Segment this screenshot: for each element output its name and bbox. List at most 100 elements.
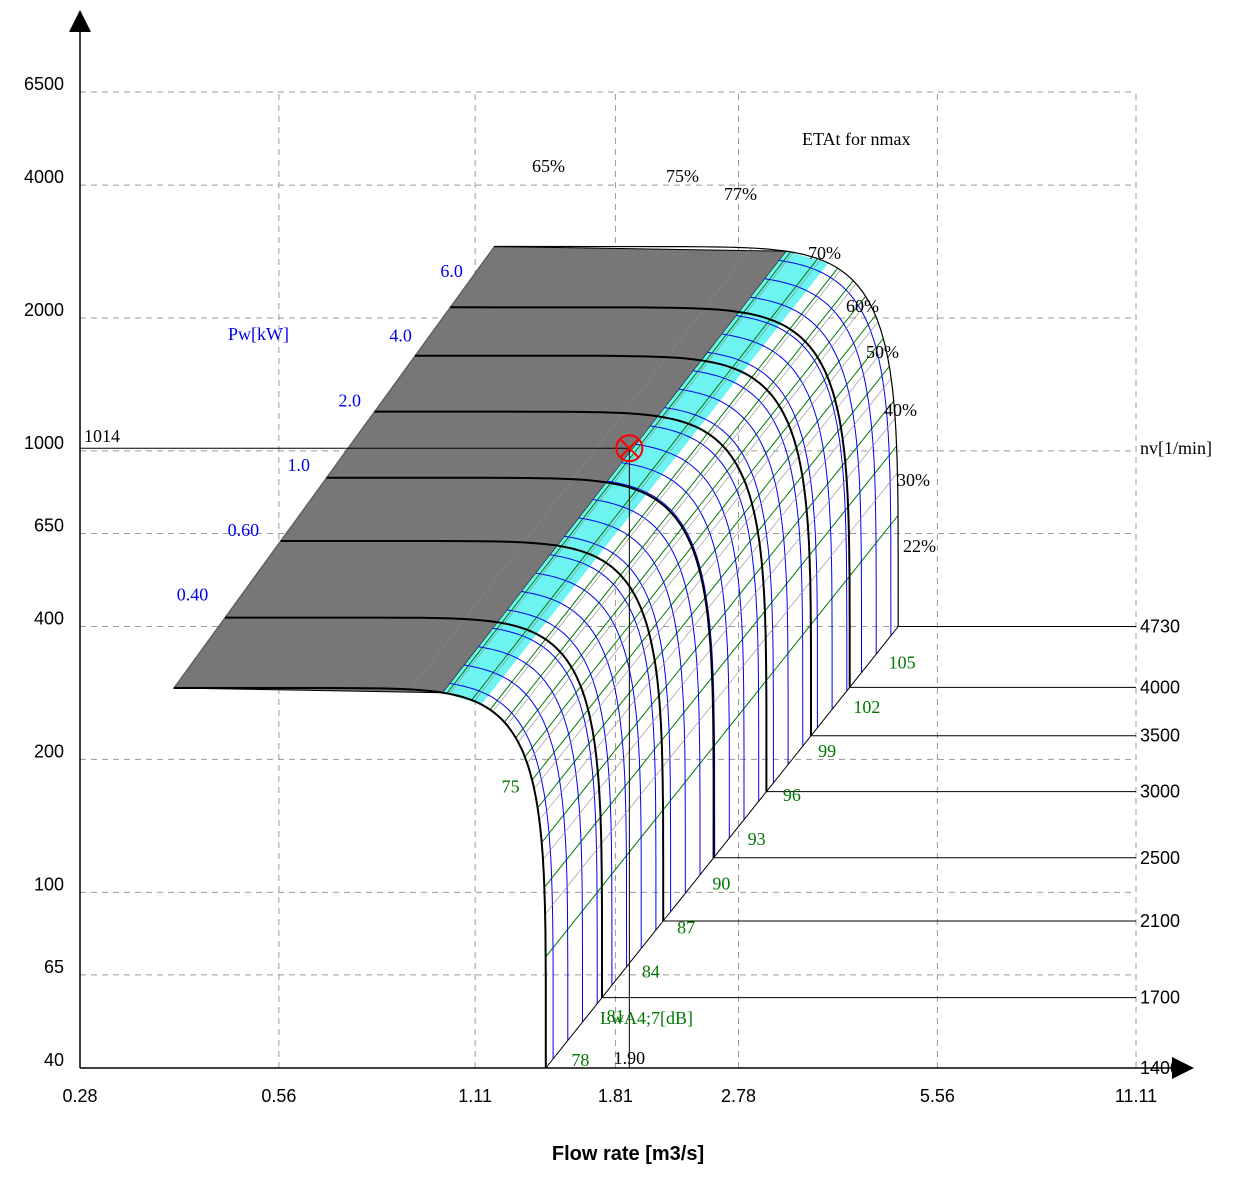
speed-label: 3500: [1140, 726, 1180, 746]
power-axis-label: Pw[kW]: [228, 324, 289, 344]
power-curve: [650, 425, 760, 802]
power-level-label: 4.0: [389, 326, 412, 346]
speed-curve: [414, 354, 812, 736]
sound-level-label: 81: [607, 1006, 625, 1026]
power-curve: [464, 664, 569, 1041]
y-tick-label: 2000: [24, 300, 64, 320]
speed-curve: [225, 616, 603, 998]
y-tick-label: 400: [34, 609, 64, 629]
power-curve: [507, 609, 613, 986]
power-curve: [779, 259, 892, 636]
y-tick-label: 100: [34, 874, 64, 894]
speed-label: 4000: [1140, 677, 1180, 697]
speed-curve: [326, 476, 715, 858]
sound-level-label: 93: [748, 829, 766, 849]
mesh-line: [539, 378, 892, 821]
speed-curve: [173, 687, 547, 1068]
sound-level-label: 102: [853, 697, 880, 717]
power-curve: [693, 370, 804, 747]
sound-level-label: 75: [502, 777, 520, 797]
power-curve: [578, 517, 686, 894]
x-tick-label: 5.56: [920, 1086, 955, 1106]
sound-level-curve: [524, 315, 876, 758]
power-level-label: 6.0: [440, 261, 463, 281]
mesh-line: [492, 269, 841, 712]
power-level-label: 0.40: [177, 584, 209, 604]
speed-curve: [374, 410, 768, 792]
power-curve: [607, 480, 716, 857]
power-curve: [593, 499, 701, 875]
speed-curve: [280, 540, 665, 921]
sound-level-label: 99: [818, 741, 836, 761]
efficiency-label: 65%: [532, 156, 565, 176]
efficiency-title: ETAt for nmax: [802, 129, 911, 149]
speed-curve: [450, 306, 851, 688]
mesh-line: [449, 252, 794, 694]
power-curve: [478, 646, 583, 1022]
axes: [69, 10, 1194, 1079]
y-tick-label: 40: [44, 1050, 64, 1070]
x-tick-label: 1.81: [598, 1086, 633, 1106]
sound-level-label: 96: [783, 785, 801, 805]
efficiency-label: 40%: [884, 400, 917, 420]
y-tick-label: 1000: [24, 433, 64, 453]
sound-level-curve: [531, 338, 884, 781]
speed-curve: [494, 245, 899, 627]
sound-level-curve: [537, 366, 890, 809]
speed-label: 2500: [1140, 848, 1180, 868]
x-tick-label: 11.11: [1115, 1086, 1157, 1106]
power-curve: [736, 315, 848, 691]
efficiency-label: 70%: [808, 243, 841, 263]
power-curve: [550, 554, 657, 930]
operating-point-x-label: 1.90: [614, 1048, 646, 1068]
sound-level-curve: [545, 515, 899, 958]
efficiency-label: 77%: [724, 184, 757, 204]
operating-point-cross: [619, 438, 640, 458]
sound-level-curve: [515, 296, 866, 739]
fan-curves: [80, 245, 1136, 1069]
power-curve: [536, 572, 642, 949]
sound-level-curve: [543, 445, 897, 888]
power-curve: [636, 443, 745, 820]
sound-level-label: 78: [571, 1050, 589, 1070]
sound-level-label: 87: [677, 917, 695, 937]
power-curve: [722, 333, 833, 710]
power-curve: [679, 388, 789, 765]
mesh-line: [542, 417, 896, 860]
power-curve: [450, 683, 554, 1059]
mesh-line: [173, 246, 495, 689]
power-curve: [765, 278, 877, 655]
labels: Flow rate [m3/s] ETAt for nmax Pw[kW] nv…: [24, 74, 1212, 1165]
sound-level-curve: [504, 280, 854, 723]
power-curve: [493, 627, 598, 1004]
sound-level-label: 84: [642, 962, 660, 982]
x-tick-label: 1.11: [458, 1086, 492, 1106]
speed-label: 2100: [1140, 911, 1180, 931]
y-tick-label: 6500: [24, 74, 64, 94]
power-level-label: 1.0: [288, 455, 311, 475]
efficiency-label: 60%: [846, 296, 879, 316]
x-axis-label: Flow rate [m3/s]: [552, 1143, 704, 1165]
y-tick-label: 650: [34, 515, 64, 535]
efficiency-band: [443, 251, 829, 705]
power-curve: [707, 351, 818, 728]
power-curve: [750, 296, 862, 673]
power-level-label: 2.0: [338, 390, 361, 410]
speed-label: 1400: [1140, 1058, 1180, 1078]
power-level-label: 0.60: [228, 520, 260, 540]
mesh-line: [506, 283, 857, 726]
mesh-line: [517, 300, 869, 743]
sound-level-label: 90: [712, 873, 730, 893]
mesh-line: [526, 321, 879, 764]
mesh-line: [410, 247, 752, 690]
y-tick-label: 200: [34, 741, 64, 761]
speed-baseline: [545, 626, 899, 1069]
efficiency-label: 75%: [666, 166, 699, 186]
sound-level-curve: [541, 400, 895, 843]
sound-level-curve: [489, 267, 839, 711]
sound-level-label: 105: [889, 653, 916, 673]
mesh-line: [474, 259, 821, 702]
speed-label: 1700: [1140, 988, 1180, 1008]
efficiency-label: 22%: [903, 536, 936, 556]
x-axis-arrow-icon: [1172, 1057, 1194, 1079]
